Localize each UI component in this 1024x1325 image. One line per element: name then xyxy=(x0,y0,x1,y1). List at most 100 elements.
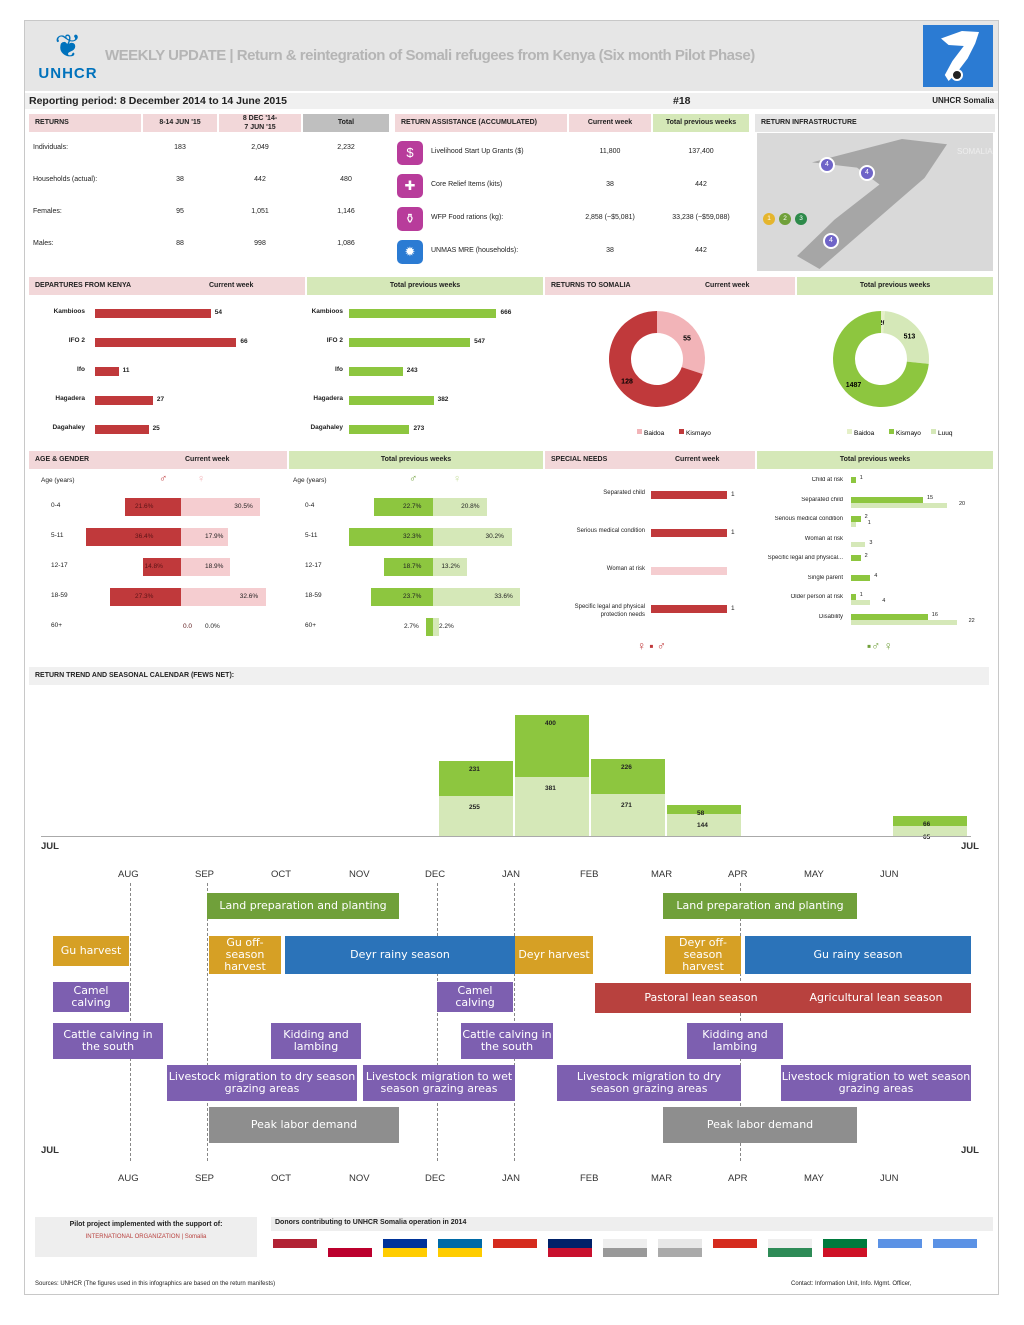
age-previous-female-value: 22.7% xyxy=(403,503,422,510)
previous-legend-label: Kismayo xyxy=(896,430,921,437)
special-needs-header: SPECIAL NEEDS Current week xyxy=(545,451,755,469)
special-current-label: Woman at risk xyxy=(606,566,645,572)
previous-donut-slice xyxy=(881,311,885,334)
age-group-label-prev: 12-17 xyxy=(305,562,322,569)
previous-donut-label: 513 xyxy=(904,333,916,340)
returns-cell-week: 95 xyxy=(176,208,184,215)
calendar-edge-left: JUL xyxy=(41,1145,59,1156)
returns-cell-week: 183 xyxy=(174,144,186,151)
age-current-male-value: 0.0% xyxy=(205,623,220,630)
returns-somalia-donuts: 55 128 26 513 1487 Baidoa Kismayo Baidoa Kismayo… xyxy=(609,311,953,437)
departure-current-bar xyxy=(95,425,149,434)
special-previous-label: Serious medical condition xyxy=(774,516,843,522)
unhcr-emblem-icon: ❦ xyxy=(54,27,82,65)
age-current-female-value: 14.8% xyxy=(144,563,163,570)
special-previous-label: Separated child xyxy=(801,496,843,503)
calendar-event: Deyr off-season harvest xyxy=(665,936,741,974)
calendar-month: OCT xyxy=(271,1173,292,1184)
trend-upper-value: 66 xyxy=(923,820,931,828)
current-donut-slice xyxy=(657,311,705,374)
donor-flag-icon xyxy=(878,1239,922,1257)
special-previous-female-value: 1 xyxy=(859,475,863,481)
livelihood-grant-icon: $ xyxy=(397,141,423,165)
calendar-month: MAR xyxy=(651,869,673,880)
special-previous-female-bar xyxy=(851,555,861,561)
trend-lower-value: 255 xyxy=(469,804,480,812)
calendar-event: Livestock migration to dry season grazin… xyxy=(167,1065,357,1101)
assistance-cell-week: 11,800 xyxy=(599,148,621,155)
trend-axis xyxy=(41,836,971,837)
donor-flag-icon xyxy=(933,1239,977,1257)
calendar-event: Gu rainy season xyxy=(745,936,971,974)
trend-lower-value: 144 xyxy=(697,821,708,829)
departure-camp-label: Hagadera xyxy=(55,395,85,402)
age-previous-male-bar xyxy=(433,618,439,636)
reporting-period-bar: Reporting period: 8 December 2014 to 14 … xyxy=(25,93,998,109)
pilot-partner: INTERNATIONAL ORGANIZATION | Somalia xyxy=(85,1234,207,1240)
trend-lower-value: 381 xyxy=(545,784,556,792)
age-axis-label-prev: Age (years) xyxy=(293,477,327,484)
special-previous-label: Woman at risk xyxy=(804,535,843,542)
special-previous-male-bar xyxy=(851,600,871,605)
calendar-divider xyxy=(740,883,741,1161)
age-current-female-bar xyxy=(110,588,181,606)
special-previous-female-value: 2 xyxy=(864,553,868,559)
calendar-event: Pastoral lean season xyxy=(595,983,807,1013)
trend-bar-lower xyxy=(439,796,513,836)
departure-previous-value: 273 xyxy=(413,425,425,432)
departure-camp-label: IFO 2 xyxy=(68,337,85,344)
calendar-event: Peak labor demand xyxy=(209,1107,399,1143)
female-icon: ♀ xyxy=(197,473,206,485)
departure-camp-label: Kambioos xyxy=(53,308,85,315)
week-number: #18 xyxy=(673,95,691,107)
contact-note: Contact: Information Unit, Info. Mgmt. O… xyxy=(791,1281,912,1287)
previous-donut-label: 1487 xyxy=(846,382,862,389)
age-current-female-value: 21.6% xyxy=(135,503,154,510)
trend-bar-lower xyxy=(515,776,589,836)
calendar-edge-right: JUL xyxy=(961,1145,979,1156)
male-icon: ♂ xyxy=(159,473,168,485)
departure-camp-label: IFO 2 xyxy=(326,337,343,344)
header-band: ❦ UNHCR WEEKLY UPDATE | Return & reinteg… xyxy=(25,21,998,91)
special-previous-female-value: 4 xyxy=(874,572,878,579)
calendar-event: Kidding and lambing xyxy=(687,1023,783,1059)
age-current-male-value: 30.5% xyxy=(234,503,253,510)
special-previous-female-bar xyxy=(851,496,923,503)
assistance-row-label: Core Relief Items (kits) xyxy=(431,181,503,188)
age-current-male-bar xyxy=(181,558,231,576)
site-marker: 2 xyxy=(779,213,791,225)
calendar-edge-left: JUL xyxy=(41,841,59,852)
calendar-event: Camel calving xyxy=(437,982,513,1012)
departure-current-value: 11 xyxy=(122,367,130,374)
returns-somalia-previous-label: Total previous weeks xyxy=(797,277,993,295)
returns-somalia-current-label: Current week xyxy=(705,282,750,289)
calendar-month: OCT xyxy=(271,869,292,880)
current-legend-swatch xyxy=(637,429,642,434)
pilot-support-box: Pilot project implemented with the suppo… xyxy=(35,1217,257,1257)
returns-cell-week: 88 xyxy=(176,240,184,247)
calendar-month: AUG xyxy=(118,1173,139,1184)
calendar-month: DEC xyxy=(425,1173,446,1184)
calendar-event: Cattle calving in the south xyxy=(53,1023,163,1059)
age-group-label-prev: 18-59 xyxy=(305,592,322,599)
special-current-label: Serious medical condition xyxy=(576,528,645,534)
age-current-male-value: 18.9% xyxy=(205,563,224,570)
departure-current-value: 25 xyxy=(152,425,160,432)
departure-current-value: 54 xyxy=(214,309,222,316)
special-previous-female-value: 16 xyxy=(931,611,938,618)
hub-marker: 4 xyxy=(823,233,839,249)
age-previous-female-value: 2.7% xyxy=(403,623,419,630)
age-axis-label: Age (years) xyxy=(41,477,75,484)
trend-upper-value: 58 xyxy=(697,809,705,817)
reporting-period: Reporting period: 8 December 2014 to 14 … xyxy=(29,95,287,107)
trend-bar-upper xyxy=(893,815,967,826)
returns-col-total: Total xyxy=(303,114,389,132)
age-group-label-prev: 0-4 xyxy=(305,502,315,509)
special-current-bar xyxy=(651,491,727,499)
donor-flag-icon xyxy=(493,1239,537,1257)
assistance-col-previous: Total previous weeks xyxy=(653,114,749,132)
calendar-month: AUG xyxy=(118,869,139,880)
special-previous-female-bar xyxy=(851,477,856,483)
calendar-event: Camel calving xyxy=(53,982,129,1012)
age-current-female-value: 0.0 xyxy=(183,623,193,630)
